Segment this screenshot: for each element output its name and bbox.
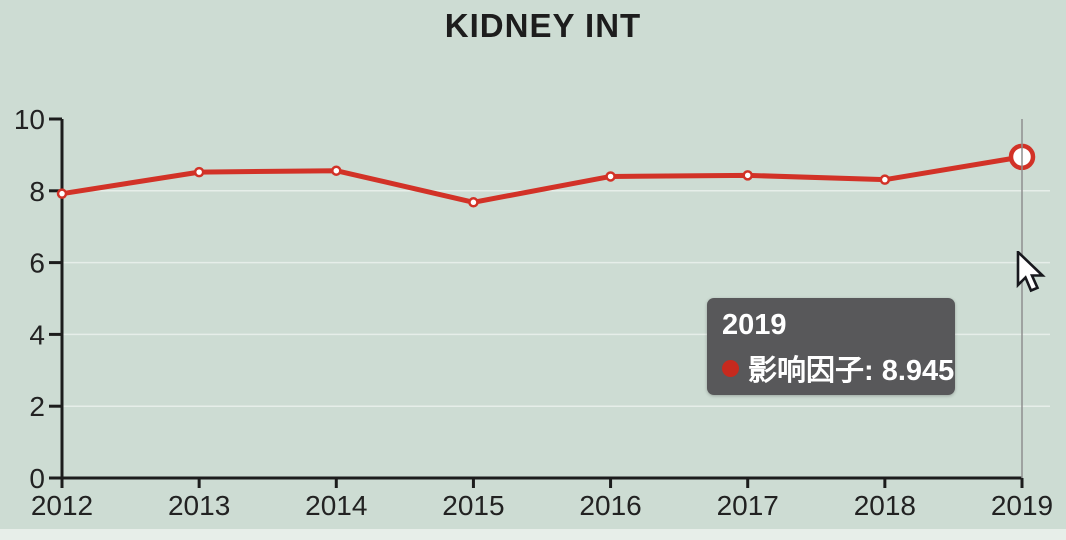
x-tick-label-2012: 2012: [31, 490, 93, 521]
x-tick-label-2013: 2013: [168, 490, 230, 521]
y-tick-label: 8: [29, 176, 45, 207]
y-tick-label: 2: [29, 391, 45, 422]
x-tick-label-2017: 2017: [717, 490, 779, 521]
tooltip-series-row: 影响因子: 8.945: [722, 347, 954, 389]
tooltip-year-label: 2019: [722, 309, 787, 341]
data-point-2016[interactable]: [605, 171, 616, 182]
series-line-影响因子: [59, 154, 1025, 205]
data-point-2017[interactable]: [742, 170, 753, 181]
data-point-2013[interactable]: [193, 166, 205, 178]
x-tick-label-2016: 2016: [579, 490, 641, 521]
tooltip-value-text: 影响因子: 8.945: [748, 355, 955, 387]
mouse-cursor-icon: [1016, 251, 1046, 293]
tooltip: 2019 影响因子: 8.945: [707, 298, 955, 395]
y-tick-label: 6: [29, 248, 45, 279]
series-marker-icon: [722, 359, 739, 377]
x-tick-label-2014: 2014: [305, 490, 367, 521]
bottom-strip: [0, 529, 1066, 540]
chart-title: KIDNEY INT: [444, 7, 642, 44]
y-tick-label: 4: [29, 319, 45, 350]
x-tick-label-2019: 2019: [991, 490, 1053, 521]
y-tick-label: 10: [14, 104, 45, 135]
y-tick-label: 0: [29, 463, 45, 494]
x-tick-label-2015: 2015: [442, 490, 504, 521]
data-point-2014[interactable]: [331, 165, 342, 176]
data-point-2018[interactable]: [879, 174, 891, 185]
x-tick-label-2018: 2018: [854, 490, 916, 521]
data-point-2012[interactable]: [56, 188, 68, 199]
data-point-2015[interactable]: [468, 197, 479, 208]
